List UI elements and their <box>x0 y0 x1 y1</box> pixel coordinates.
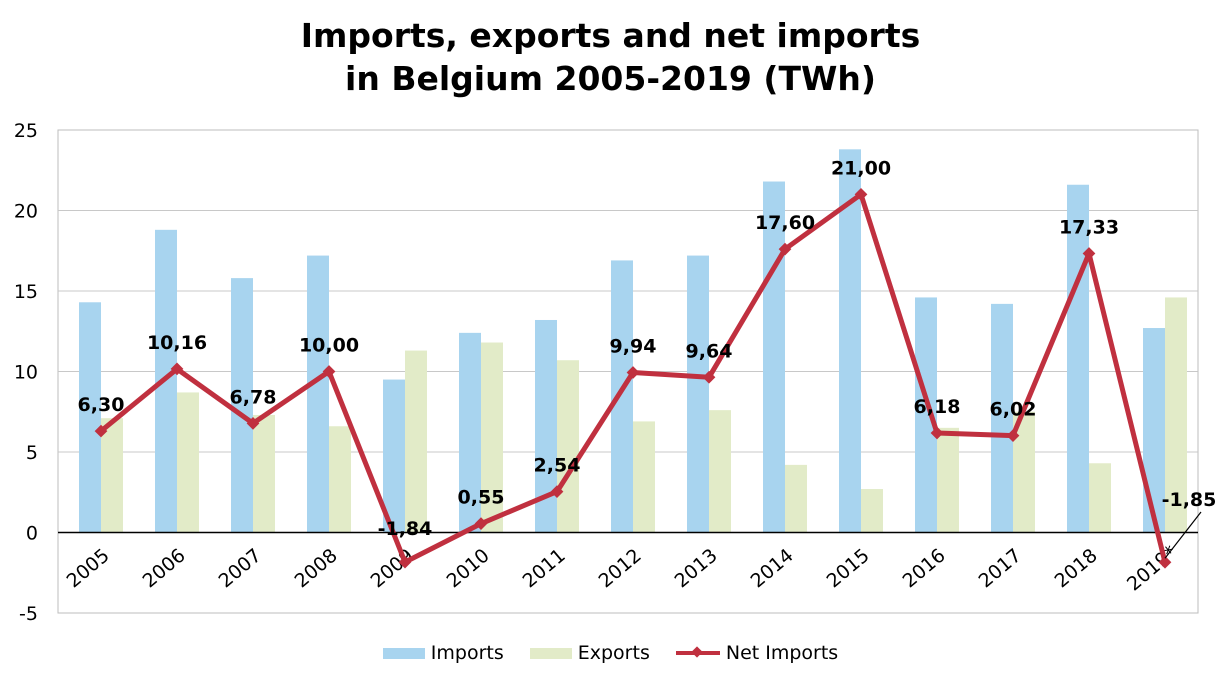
bar-exports <box>861 489 883 533</box>
y-tick-label: 0 <box>26 523 38 545</box>
legend-swatch-imports <box>382 647 425 659</box>
data-label-net-imports: 6,30 <box>78 394 125 416</box>
bar-exports <box>1089 463 1111 533</box>
legend-label-imports: Imports <box>430 642 504 664</box>
x-tick-label: 2019* <box>1123 541 1181 595</box>
data-label-net-imports: 17,60 <box>755 212 815 234</box>
x-tick-label: 2006 <box>139 544 190 592</box>
bar-imports <box>307 255 329 533</box>
data-label-net-imports: 9,64 <box>686 340 733 362</box>
x-tick-label: 2013 <box>671 544 722 592</box>
x-tick-label: 2010 <box>443 544 494 592</box>
point-net-imports <box>246 416 260 430</box>
legend-item-exports: Exports <box>529 642 650 664</box>
y-tick-label: 15 <box>14 281 38 303</box>
bar-exports <box>481 342 503 533</box>
data-label-net-imports: 6,02 <box>990 399 1037 421</box>
bar-imports <box>991 303 1013 533</box>
legend-label-exports: Exports <box>577 642 650 664</box>
x-tick-label: 2015 <box>823 544 874 592</box>
data-label-net-imports: 2,54 <box>534 455 581 477</box>
chart-legend: Imports Exports Net Imports <box>0 642 1221 664</box>
legend-item-net-imports: Net Imports <box>675 642 839 664</box>
bar-exports <box>557 360 579 533</box>
data-label-net-imports: 6,78 <box>230 386 277 408</box>
bar-imports <box>535 319 557 533</box>
bar-exports <box>329 426 351 533</box>
data-label-net-imports: -1,84 <box>378 518 433 540</box>
y-tick-label: 10 <box>14 362 38 384</box>
data-label-net-imports: 10,00 <box>299 335 359 357</box>
chart-title-line-1: Imports, exports and net imports <box>300 16 921 55</box>
x-tick-label: 2014 <box>747 544 798 592</box>
point-net-imports <box>170 362 184 376</box>
bar-exports <box>937 427 959 533</box>
x-tick-label: 2009 <box>367 544 418 592</box>
bar-exports <box>405 350 427 533</box>
data-label-net-imports: 17,33 <box>1059 216 1119 238</box>
data-label-leader-line <box>1164 511 1202 559</box>
data-label-net-imports: -1,85 <box>1162 489 1217 511</box>
bar-exports <box>709 410 731 533</box>
legend-label-net-imports: Net Imports <box>725 642 839 664</box>
chart-title-line-2: in Belgium 2005-2019 (TWh) <box>345 59 876 98</box>
bar-exports <box>177 392 199 533</box>
x-tick-label: 2016 <box>899 544 950 592</box>
y-tick-label: 25 <box>14 120 38 142</box>
y-tick-label: -5 <box>19 603 38 625</box>
x-tick-label: 2017 <box>975 544 1026 592</box>
bar-imports <box>79 302 101 533</box>
x-tick-label: 2011 <box>519 544 570 592</box>
x-tick-label: 2018 <box>1051 544 1102 592</box>
legend-swatch-exports <box>529 647 572 659</box>
bar-imports <box>1143 328 1165 533</box>
point-net-imports <box>322 365 336 378</box>
data-label-net-imports: 9,94 <box>610 335 657 357</box>
bar-imports <box>611 260 633 533</box>
bar-exports <box>253 414 275 533</box>
bar-imports <box>839 149 861 533</box>
bar-imports <box>383 379 405 533</box>
bar-exports <box>785 464 807 533</box>
x-tick-label: 2012 <box>595 544 646 592</box>
bar-imports <box>155 229 177 533</box>
bar-imports <box>687 255 709 533</box>
bar-exports <box>101 418 123 533</box>
bar-imports <box>459 332 481 533</box>
bar-exports <box>1165 297 1187 533</box>
data-label-net-imports: 0,55 <box>458 487 505 509</box>
data-label-net-imports: 21,00 <box>831 157 891 179</box>
bar-exports <box>633 421 655 533</box>
x-tick-label: 2008 <box>291 544 342 592</box>
x-tick-label: 2007 <box>215 544 266 592</box>
point-net-imports <box>94 424 108 438</box>
y-tick-label: 5 <box>26 442 38 464</box>
data-label-net-imports: 6,18 <box>914 396 961 418</box>
legend-item-imports: Imports <box>382 642 504 664</box>
chart-title: Imports, exports and net imports in Belg… <box>0 14 1221 100</box>
y-tick-label: 20 <box>14 201 38 223</box>
bar-imports <box>915 297 937 533</box>
bar-imports <box>763 181 785 533</box>
x-tick-label: 2005 <box>63 544 114 592</box>
legend-swatch-net-imports <box>675 646 720 660</box>
bar-imports <box>231 278 253 533</box>
bar-exports <box>1013 411 1035 533</box>
data-label-net-imports: 10,16 <box>147 332 207 354</box>
